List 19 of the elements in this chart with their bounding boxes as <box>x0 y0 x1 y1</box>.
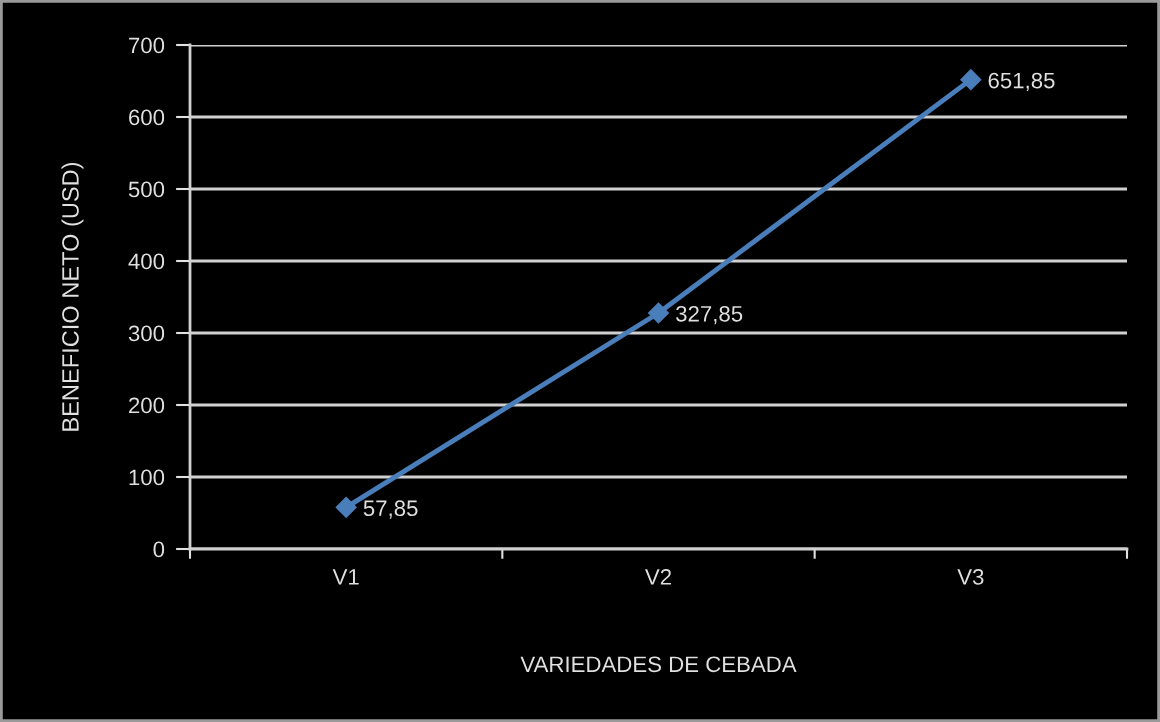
y-tick-label: 700 <box>129 37 165 54</box>
data-label: 327,85 <box>676 305 743 325</box>
x-tick-label: V1 <box>332 569 359 585</box>
data-label: 57,85 <box>363 500 418 519</box>
data-label: 651,85 <box>988 72 1055 92</box>
y-tick-label: 0 <box>153 541 165 558</box>
x-tick-label: V3 <box>957 569 984 585</box>
y-tick-label: 300 <box>128 325 165 342</box>
y-tick-label: 100 <box>129 469 165 486</box>
point <box>960 69 982 91</box>
x-axis-title: VARIEDADES DE CEBADA <box>520 656 797 673</box>
y-tick-label: 200 <box>129 397 165 414</box>
y-tick-label: 500 <box>128 181 165 198</box>
y-tick-label: 600 <box>129 109 165 126</box>
y-axis-title: BENEFICIO NETO (USD) <box>61 162 84 431</box>
x-tick-label: V2 <box>645 569 671 585</box>
point <box>647 302 670 324</box>
point <box>335 496 357 518</box>
y-tick-label: 400 <box>128 253 165 270</box>
